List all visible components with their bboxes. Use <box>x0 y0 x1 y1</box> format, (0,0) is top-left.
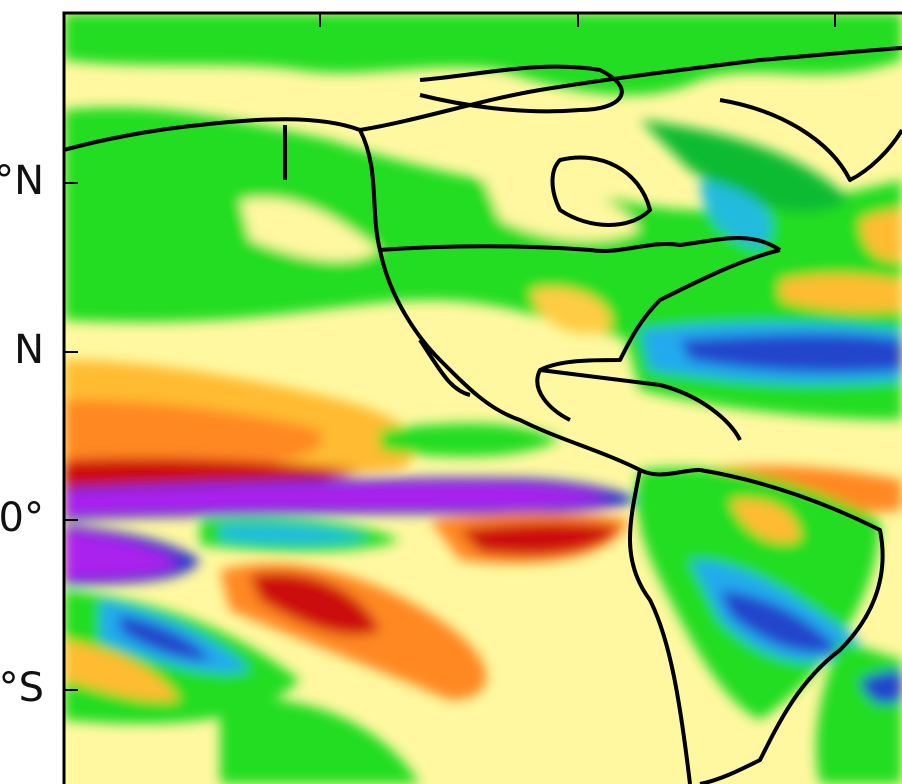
map-field <box>64 13 902 784</box>
lat-label: 0° <box>0 495 44 541</box>
frame-ticks <box>64 13 836 691</box>
lat-label: N <box>14 327 44 373</box>
coastlines <box>64 46 902 784</box>
lat-label: °N <box>0 158 44 204</box>
map-frame <box>62 11 902 784</box>
lat-label: °S <box>0 665 44 711</box>
